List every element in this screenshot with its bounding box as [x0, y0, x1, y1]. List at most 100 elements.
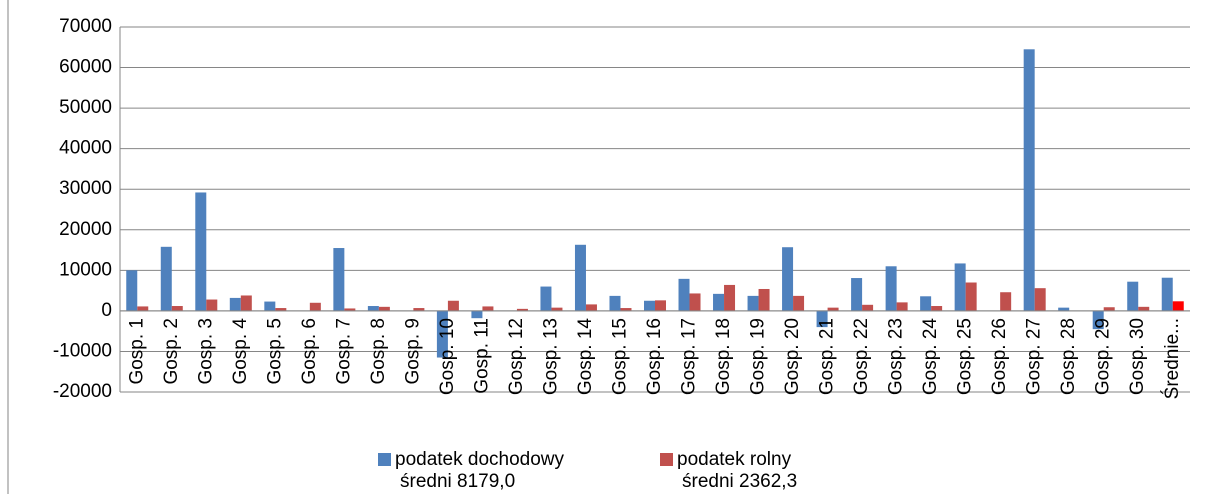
legend-swatch — [378, 453, 391, 466]
bar — [713, 293, 725, 311]
bar — [793, 295, 805, 311]
x-tick-label: Gosp. 23 — [886, 318, 907, 395]
legend-note: średni 2362,3 — [682, 471, 797, 492]
bar — [482, 306, 494, 311]
bar — [816, 310, 828, 328]
bar — [620, 308, 632, 311]
bar — [240, 295, 252, 311]
bar — [827, 307, 839, 311]
bar — [954, 263, 966, 311]
x-tick-label: Gosp. 13 — [540, 318, 561, 395]
bar — [471, 310, 483, 319]
bar — [758, 288, 770, 311]
bar — [965, 282, 977, 311]
y-tick-label: 20000 — [59, 219, 112, 240]
bar — [931, 306, 943, 311]
bar — [413, 308, 425, 311]
legend-swatch — [660, 453, 673, 466]
bar — [137, 306, 149, 311]
y-tick-label: 50000 — [59, 97, 112, 118]
bar — [540, 286, 552, 311]
x-tick-label: Gosp. 10 — [437, 318, 458, 395]
bar — [851, 278, 863, 311]
bar — [689, 293, 701, 311]
bar — [436, 310, 448, 358]
bar — [333, 248, 345, 311]
bar — [585, 304, 597, 311]
legend-label: podatek rolny — [677, 449, 792, 470]
x-tick-label: Średnie... — [1161, 318, 1183, 399]
x-tick-label: Gosp. 29 — [1093, 318, 1114, 395]
bar — [1092, 310, 1104, 330]
x-tick-label: Gosp. 27 — [1024, 318, 1045, 395]
bar — [160, 246, 172, 311]
x-tick-label: Gosp. 5 — [264, 318, 285, 385]
x-tick-label: Gosp. 24 — [920, 318, 941, 396]
x-tick-label: Gosp. 22 — [851, 318, 872, 395]
y-tick-label: 60000 — [59, 57, 112, 78]
bar — [264, 301, 276, 311]
x-tick-label: Gosp. 6 — [299, 318, 320, 385]
x-tick-label: Gosp. 28 — [1058, 318, 1079, 395]
bar — [885, 266, 897, 311]
x-tick-label: Gosp. 8 — [368, 318, 389, 385]
y-tick-label: 40000 — [59, 138, 112, 159]
y-tick-label: -10000 — [53, 340, 112, 361]
x-tick-label: Gosp. 19 — [748, 318, 769, 395]
bar — [747, 295, 759, 311]
bar — [1161, 277, 1173, 311]
x-tick-label: Gosp. 4 — [230, 318, 251, 385]
bar — [367, 306, 379, 311]
bar — [896, 302, 908, 311]
x-tick-label: Gosp. 11 — [471, 318, 492, 394]
x-tick-label: Gosp. 25 — [955, 318, 976, 395]
x-tick-label: Gosp. 1 — [126, 318, 147, 385]
y-tick-label: 70000 — [59, 16, 112, 37]
x-tick-label: Gosp. 7 — [333, 318, 354, 385]
y-tick-label: 10000 — [59, 259, 112, 280]
x-tick-label: Gosp. 20 — [782, 318, 803, 395]
x-tick-label: Gosp. 30 — [1127, 318, 1148, 395]
legend-label: podatek dochodowy — [395, 449, 565, 470]
bar — [378, 306, 390, 311]
bar — [1000, 292, 1012, 311]
bar — [275, 308, 287, 311]
x-tick-label: Gosp. 26 — [989, 318, 1010, 395]
x-tick-label: Gosp. 9 — [402, 318, 423, 385]
bar — [920, 296, 932, 311]
bar — [447, 300, 459, 311]
x-tick-label: Gosp. 21 — [817, 318, 838, 395]
bar — [1023, 49, 1035, 311]
bar — [1172, 301, 1184, 311]
bar — [1034, 288, 1046, 311]
bar — [1058, 307, 1070, 311]
bar — [344, 308, 356, 311]
bar — [574, 244, 586, 311]
x-tick-label: Gosp. 15 — [609, 318, 630, 395]
bar — [206, 299, 218, 311]
legend-note: średni 8179,0 — [400, 471, 515, 492]
bar — [551, 307, 563, 311]
bar — [1103, 307, 1115, 311]
x-tick-label: Gosp. 14 — [575, 318, 596, 396]
bar — [1138, 306, 1150, 311]
y-tick-label: -20000 — [53, 381, 112, 402]
bar — [609, 295, 621, 311]
x-tick-label: Gosp. 16 — [644, 318, 665, 395]
bar — [126, 270, 138, 311]
y-tick-label: 30000 — [59, 178, 112, 199]
bar — [782, 247, 794, 311]
x-tick-label: Gosp. 18 — [713, 318, 734, 395]
bar — [862, 304, 874, 311]
bar — [229, 297, 241, 311]
bar — [309, 302, 321, 311]
y-tick-label: 0 — [101, 300, 112, 321]
x-tick-label: Gosp. 2 — [161, 318, 182, 385]
x-tick-label: Gosp. 17 — [679, 318, 700, 395]
bar — [724, 284, 736, 311]
bar — [1127, 281, 1139, 311]
bar — [655, 300, 666, 311]
x-tick-label: Gosp. 12 — [506, 318, 527, 395]
bar — [171, 306, 183, 311]
